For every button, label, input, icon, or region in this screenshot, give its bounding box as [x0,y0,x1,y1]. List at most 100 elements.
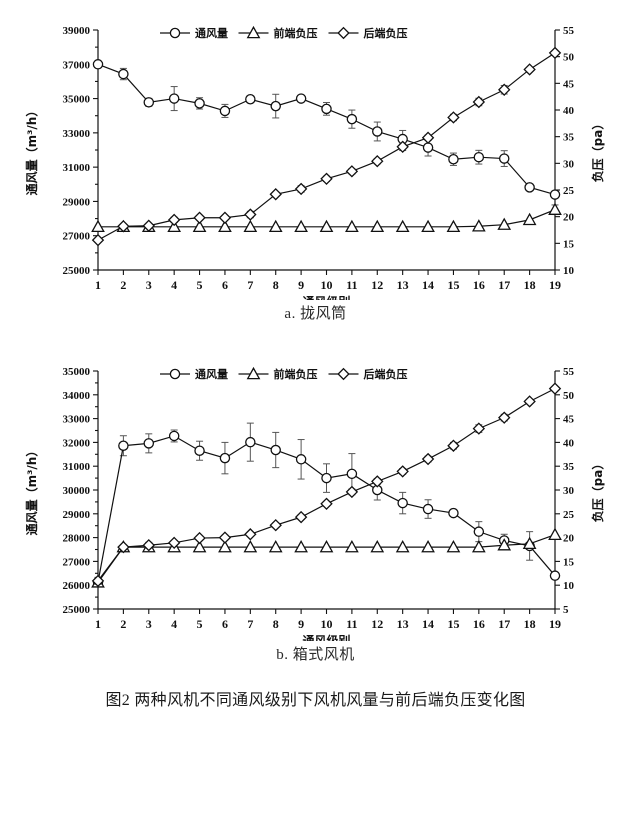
diamond-marker [294,182,308,196]
circle-marker [143,97,155,108]
legend-label: 前端负压 [274,367,318,381]
diamond-marker [269,188,282,201]
x-axis-tick-label: 8 [273,617,279,631]
circle-marker [346,468,358,480]
x-axis-tick-label: 15 [447,617,459,631]
triangle-marker [522,536,537,550]
x-axis-tick-label: 14 [422,278,434,292]
figure-2: 25000 27000 29000 31000 33000 35000 37000 39000… [0,0,631,709]
x-axis-tick-label: 12 [371,278,383,292]
y-axis-tick-label: 32000 [63,437,91,449]
legend-circle-marker [169,368,181,380]
circle-marker [422,503,434,515]
x-axis-tick-label: 15 [447,278,459,292]
triangle-marker [345,219,359,233]
circle-marker [295,454,307,465]
diamond-marker [523,395,536,408]
x-axis-tick-label: 6 [222,617,228,631]
triangle-marker [294,540,308,553]
diamond-marker [421,131,435,144]
y2-axis-tick-label: 15 [563,556,575,568]
diamond-marker [421,452,435,466]
x-axis-tick-label: 2 [120,278,126,292]
circle-marker [448,154,459,165]
triangle-marker [345,540,359,553]
diamond-marker [472,422,486,435]
triangle-marker [218,219,232,233]
triangle-marker [319,540,334,553]
series-3 [91,382,562,588]
chart-a-container: 25000 27000 29000 31000 33000 35000 37000 39000… [0,0,631,300]
diamond-marker [498,411,511,424]
x-axis-tick-label: 16 [473,278,485,292]
circle-marker [270,444,281,456]
diamond-marker [167,536,181,550]
y2-axis-tick-label: 55 [563,366,575,378]
chart-b-container: 25000 26000 27000 28000 29000 30000 31000 32000… [0,341,631,641]
x-axis-tick-label: 5 [197,617,203,631]
diamond-marker [244,208,257,221]
y-axis-title: 通风量（m³/h） [24,105,39,196]
diamond-marker [320,172,333,186]
y-axis-tick-label: 26000 [63,580,91,592]
triangle-marker [268,219,283,233]
triangle-marker [243,540,258,553]
x-axis-tick-label: 6 [222,278,228,292]
diamond-marker [447,439,460,452]
circle-marker [168,430,180,442]
diamond-marker [117,220,130,233]
circle-marker [245,94,256,105]
diamond-marker [91,574,105,588]
legend-label: 前端负压 [274,26,318,40]
y-axis-tick-label: 31000 [63,461,91,473]
chart-legend: 通风量 前端负压 后端负压 [160,366,408,381]
y-axis-title: 通风量（m³/h） [24,445,39,536]
x-axis-tick-label: 1 [95,617,101,631]
circle-marker [473,151,485,163]
circle-marker [346,113,358,125]
y2-axis-tick-label: 50 [563,390,575,402]
legend-diamond-marker [337,26,350,40]
diamond-marker [345,485,359,499]
x-axis-tick-label: 11 [346,278,357,292]
triangle-marker [370,540,385,553]
triangle-marker [421,219,435,233]
x-axis-tick-label: 16 [473,617,485,631]
circle-marker [372,126,383,137]
y-axis-tick-label: 25000 [63,604,91,616]
subcaption-a: a. 拢风筒 [284,306,347,322]
y2-axis-tick-label: 5 [563,604,569,616]
x-axis-tick-label: 14 [422,617,434,631]
chart-a-plot: 25000 27000 29000 31000 33000 35000 37000 39000… [24,25,605,300]
x-axis-tick-label: 19 [549,278,561,292]
circle-marker [448,507,459,519]
triangle-marker [446,540,461,553]
x-axis-tick-label: 13 [397,617,409,631]
diamond-marker [320,497,333,511]
triangle-marker [218,540,232,553]
circle-marker [118,68,129,80]
diamond-marker [345,165,359,178]
y2-axis-tick-label: 30 [563,485,575,497]
y2-axis-tick-label: 35 [563,461,575,473]
y2-axis-tick-label: 25 [563,185,575,197]
x-axis-title: 通风级别 [302,633,350,641]
triangle-marker [548,202,562,215]
diamond-marker [193,211,206,224]
triangle-marker [471,540,486,553]
diamond-marker [548,382,562,395]
y-axis-tick-label: 34000 [63,390,91,402]
legend-label: 后端负压 [364,367,408,381]
figure-caption: 图2 两种风机不同通风级别下风机风量与前后端负压变化图 [105,692,526,709]
diamond-marker [548,46,562,60]
circle-marker [524,182,535,193]
y2-axis-tick-label: 20 [563,533,575,545]
legend-diamond-marker [337,367,350,381]
triangle-marker [446,219,461,233]
y2-axis-title: 负压（pa） [590,118,605,183]
y-axis-tick-label: 37000 [63,59,91,71]
triangle-marker [497,538,512,551]
circle-marker [92,59,104,70]
circle-marker [219,452,231,464]
circle-marker [422,142,434,153]
